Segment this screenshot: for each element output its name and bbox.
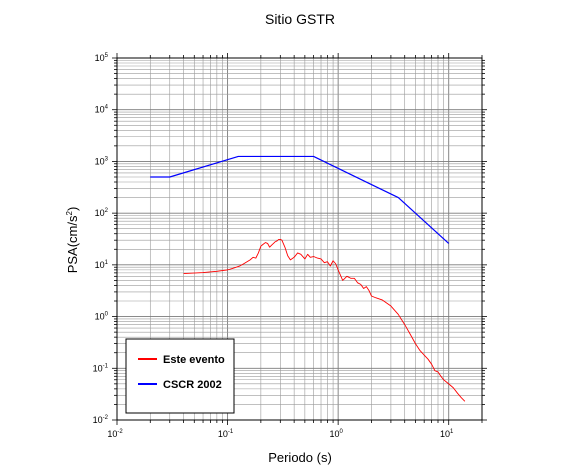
y-tick-label: 105 (95, 53, 109, 63)
series-layer (150, 155, 466, 402)
y-tick-label: 103 (95, 156, 109, 166)
y-tick-label: 104 (95, 105, 109, 115)
x-tick-label: 10-1 (218, 429, 234, 439)
y-axis-label: PSA(cm/s2) (65, 207, 80, 274)
plot-frame (116, 57, 483, 421)
y-tick-label: 10-1 (93, 363, 109, 373)
chart-title: Sitio GSTR (265, 11, 335, 27)
x-tick-label: 100 (329, 429, 343, 439)
legend: Este evento CSCR 2002 (125, 338, 235, 414)
y-tick-label: 10-2 (93, 415, 109, 425)
series-line-cscr-2002 (150, 155, 450, 244)
y-axis-label-sup: 2 (65, 211, 74, 216)
tick-marks: 10-2 10-1 100 101 10-2 10-1 100 101 102 103 104 105 (93, 53, 487, 439)
x-tick-label: 10-2 (107, 429, 123, 439)
legend-label-este-evento: Este evento (163, 354, 225, 366)
legend-label-cscr-2002: CSCR 2002 (163, 379, 222, 391)
y-tick-label: 100 (95, 312, 109, 322)
y-axis-label-main: PSA(cm/s (65, 215, 80, 273)
x-tick-label: 101 (440, 429, 454, 439)
grid (116, 58, 483, 421)
series-line-este-evento (183, 238, 466, 402)
y-tick-label: 101 (95, 260, 109, 270)
legend-box (125, 338, 235, 414)
x-axis-label: Periodo (s) (268, 450, 332, 465)
y-axis-label-close: ) (65, 207, 80, 211)
y-tick-label: 102 (95, 208, 109, 218)
